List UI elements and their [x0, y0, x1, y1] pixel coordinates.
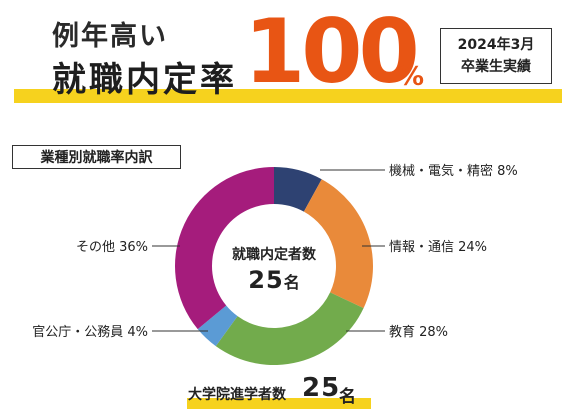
- donut-slice-2: [303, 179, 374, 309]
- center-value-unit: 名: [283, 273, 300, 292]
- footer-label: 大学院進学者数: [188, 387, 286, 403]
- note-box: 2024年3月 卒業生実績: [440, 28, 552, 84]
- center-value: 25名: [220, 266, 328, 294]
- donut-slice-3: [215, 292, 364, 365]
- employment-rate-value: 100: [244, 0, 420, 103]
- headline-line2: 就職内定率: [52, 60, 237, 100]
- donut-slice-5: [175, 167, 274, 330]
- center-label: 就職内定者数: [232, 247, 316, 263]
- center-value-number: 25: [248, 266, 284, 294]
- donut-slice-1: [274, 167, 322, 212]
- slice-label-情報-通信: 情報・通信 24%: [389, 240, 487, 255]
- donut-slice-4: [197, 305, 238, 347]
- slice-label-教育: 教育 28%: [389, 324, 448, 340]
- footer-value: 25: [302, 373, 341, 403]
- headline-line1: 例年高い: [52, 21, 168, 52]
- footer-underline: [187, 398, 371, 409]
- slice-label-機械-電気-精密: 機械・電気・精密 8%: [389, 163, 518, 179]
- employment-rate-unit: %: [398, 62, 425, 92]
- note-date: 2024年3月: [457, 37, 535, 53]
- note-caption: 卒業生実績: [461, 59, 531, 75]
- headline-underline: [14, 89, 562, 103]
- slice-label-その他: その他 36%: [76, 240, 148, 255]
- slice-label-官公庁-公務員: 官公庁・公務員 4%: [32, 324, 148, 340]
- footer-unit: 名: [339, 387, 356, 407]
- chart-title: 業種別就職率内訳: [12, 145, 181, 169]
